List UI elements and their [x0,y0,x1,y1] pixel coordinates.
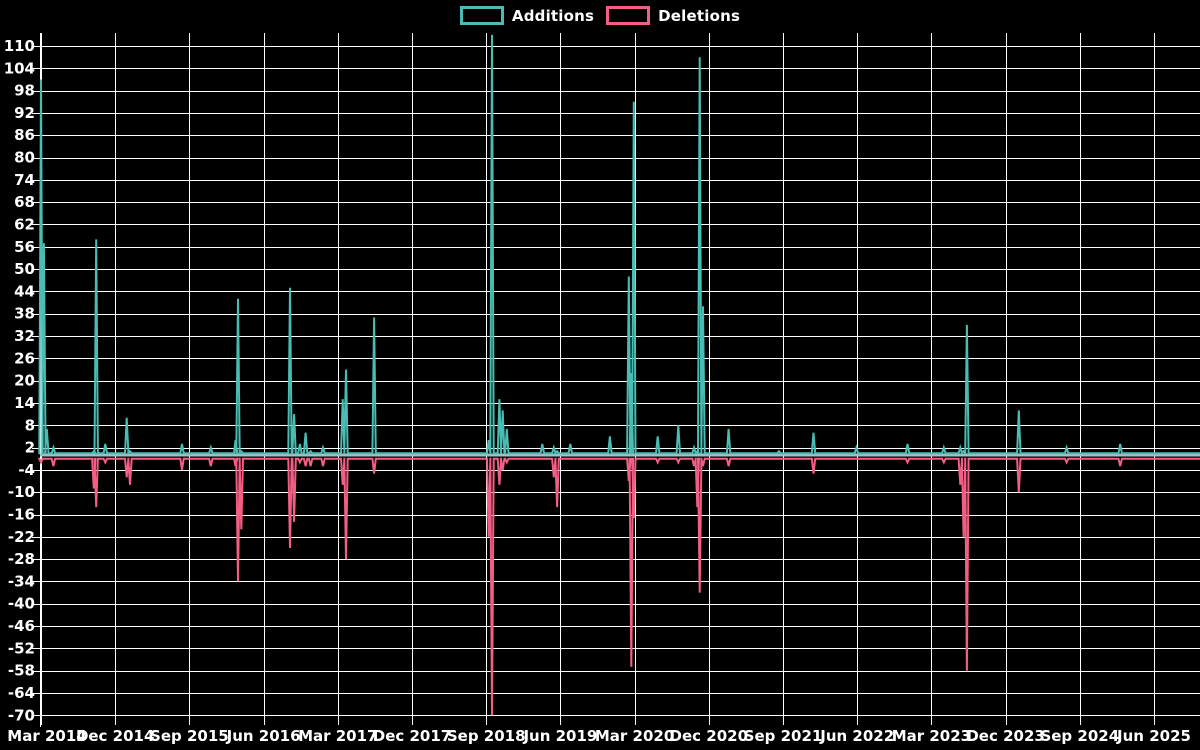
x-tick-label: Jun 2019 [522,727,597,745]
legend-item-deletions[interactable]: Deletions [606,6,740,25]
additions-series-line [38,34,1200,455]
x-tick-label: Dec 2020 [670,727,749,745]
y-tick-label: -52 [8,639,35,657]
x-tick-label: Dec 2023 [966,727,1045,745]
y-tick-label: -10 [8,483,35,501]
y-tick-label: 56 [14,238,35,256]
y-tick-label: -28 [8,550,35,568]
x-tick-label: Sep 2018 [447,727,526,745]
x-tick-label: Dec 2017 [373,727,452,745]
y-tick-label: -70 [8,706,35,724]
legend-label-deletions: Deletions [658,6,741,25]
y-tick-label: -4 [18,461,35,479]
y-tick-label: 104 [4,59,35,77]
chart-legend: Additions Deletions [0,6,1200,25]
y-tick-label: -34 [8,572,35,590]
y-tick-label: 80 [14,149,35,167]
x-tick-label: Mar 2023 [892,727,971,745]
x-tick-label: Jun 2025 [1116,727,1191,745]
y-tick-label: -16 [8,506,35,524]
y-tick-label: 2 [25,439,35,457]
additions-swatch-icon [459,6,504,25]
x-tick-label: Jun 2022 [819,727,894,745]
x-tick-label: Sep 2015 [150,727,229,745]
y-tick-label: -64 [8,684,35,702]
y-tick-label: 110 [4,37,35,55]
y-tick-label: 86 [14,126,35,144]
y-tick-label: 32 [14,327,35,345]
y-tick-label: -40 [8,595,35,613]
y-tick-label: -46 [8,617,35,635]
y-tick-label: 74 [14,171,35,189]
y-tick-label: 50 [14,260,35,278]
y-tick-label: 98 [14,82,35,100]
x-tick-label: Sep 2024 [1040,727,1119,745]
y-tick-label: 38 [14,305,35,323]
x-tick-label: Mar 2020 [595,727,674,745]
y-tick-label: 26 [14,349,35,367]
x-tick-label: Jun 2016 [226,727,301,745]
x-tick-label: Mar 2014 [7,727,86,745]
legend-item-additions[interactable]: Additions [459,6,595,25]
y-tick-label: 14 [14,394,35,412]
y-tick-label: 68 [14,193,35,211]
deletions-swatch-icon [606,6,651,25]
y-tick-label: 92 [14,104,35,122]
y-tick-label: -58 [8,662,35,680]
legend-label-additions: Additions [511,6,595,25]
y-tick-label: 44 [14,282,35,300]
x-tick-label: Mar 2017 [298,727,377,745]
y-tick-label: 62 [14,215,35,233]
y-tick-label: 20 [14,372,35,390]
x-tick-label: Dec 2014 [76,727,155,745]
x-tick-label: Sep 2021 [744,727,823,745]
y-tick-label: -22 [8,528,35,546]
deletions-series-line [37,457,1200,716]
y-tick-label: 8 [25,416,35,434]
